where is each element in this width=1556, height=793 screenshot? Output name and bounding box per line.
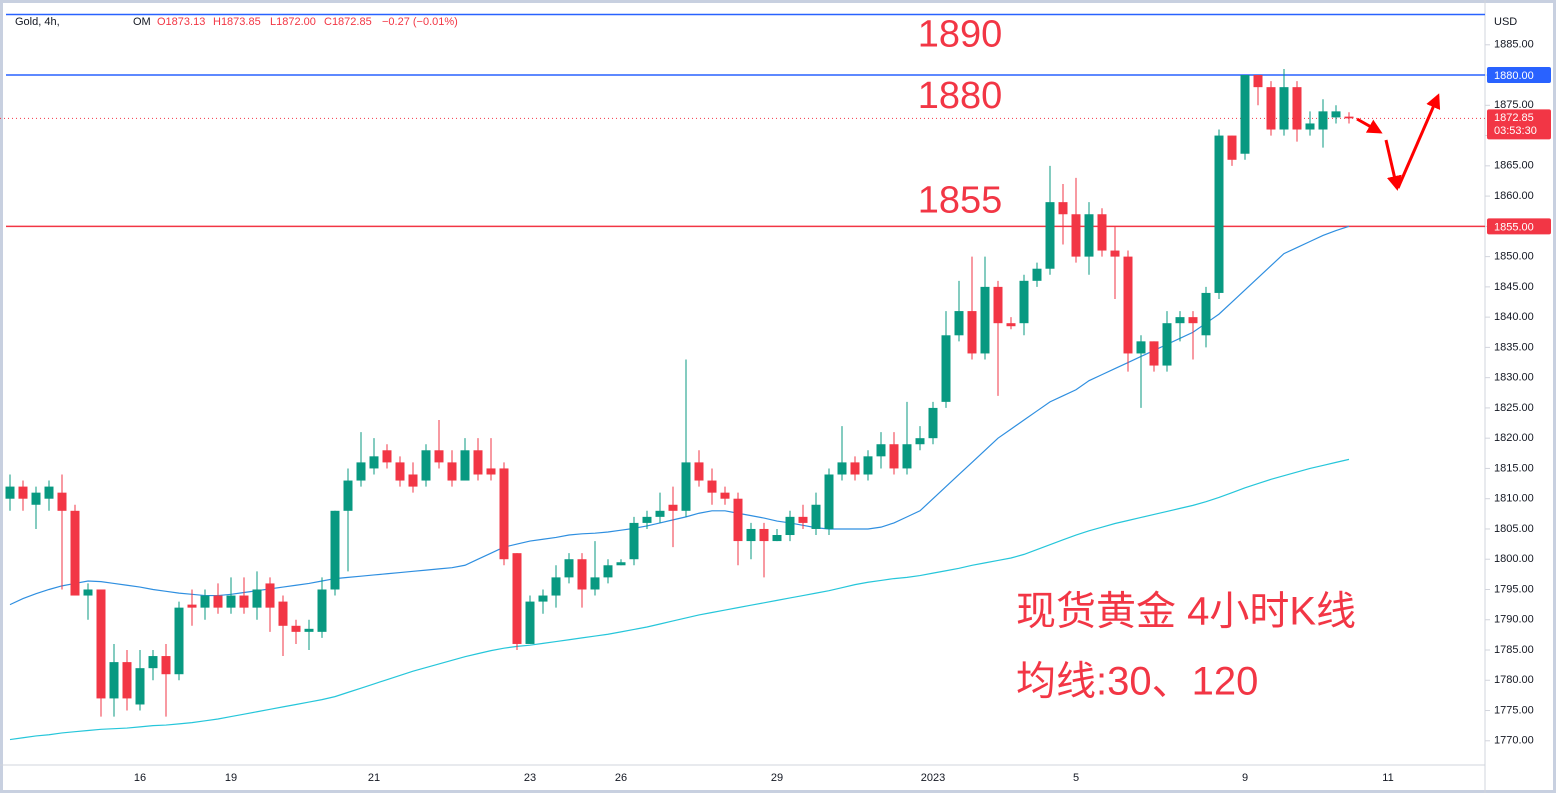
x-tick-label: 21	[368, 772, 380, 784]
currency: USD	[1494, 16, 1517, 28]
y-tick-label: 1840.00	[1494, 311, 1534, 323]
line-annotation: 1890	[918, 14, 1003, 56]
y-tick-label: 1835.00	[1494, 341, 1534, 353]
x-tick-label: 2023	[921, 772, 945, 784]
y-tick-label: 1810.00	[1494, 493, 1534, 505]
y-tick-label: 1825.00	[1494, 402, 1534, 414]
y-tick-label: 1805.00	[1494, 523, 1534, 535]
arrow	[1356, 117, 1383, 134]
y-tick-label: 1790.00	[1494, 614, 1534, 626]
moving-averages	[9, 225, 1350, 741]
last-price-label: 1872.85	[1494, 112, 1534, 124]
line-annotation: 1855	[918, 179, 1003, 221]
legend-close: C1872.85	[324, 16, 372, 28]
price-badge-label: 1880.00	[1494, 70, 1534, 82]
y-tick-label: 1770.00	[1494, 735, 1534, 747]
y-tick-label: 1875.00	[1494, 99, 1534, 111]
x-tick-label: 19	[225, 772, 237, 784]
annotation: 均线:30、120	[1016, 660, 1258, 704]
moving-average	[9, 225, 1350, 606]
symbol: Gold, 4h,	[15, 16, 60, 28]
y-tick-label: 1830.00	[1494, 372, 1534, 384]
legend-high: H1873.85	[213, 16, 261, 28]
legend-cut: OM	[133, 16, 151, 28]
y-tick-label: 1780.00	[1494, 674, 1534, 686]
y-tick-label: 1845.00	[1494, 281, 1534, 293]
y-tick-label: 1785.00	[1494, 644, 1534, 656]
x-tick-label: 23	[524, 772, 536, 784]
annotation: 现货黄金 4小时K线	[1016, 590, 1356, 634]
legend-change: −0.27 (−0.01%)	[382, 16, 458, 28]
arrows	[1356, 93, 1441, 191]
line-annotation: 1880	[918, 75, 1003, 117]
y-tick-label: 1865.00	[1494, 160, 1534, 172]
x-tick-label: 26	[615, 772, 627, 784]
y-tick-label: 1815.00	[1494, 462, 1534, 474]
x-tick-label: 16	[134, 772, 146, 784]
x-tick-label: 29	[771, 772, 783, 784]
y-tick-label: 1850.00	[1494, 251, 1534, 263]
legend: Gold, 4h, OM O1873.13 H1873.85 L1872.00 …	[15, 16, 458, 28]
price-badge-label: 1855.00	[1494, 221, 1534, 233]
arrow	[1384, 139, 1402, 191]
y-tick-label: 1820.00	[1494, 432, 1534, 444]
last-price-badge	[1487, 109, 1551, 140]
y-tick-label: 1795.00	[1494, 583, 1534, 595]
arrow	[1396, 93, 1441, 189]
y-tick-label: 1860.00	[1494, 190, 1534, 202]
y-tick-label: 1800.00	[1494, 553, 1534, 565]
countdown: 03:53:30	[1494, 125, 1537, 137]
price-badge	[1487, 67, 1551, 84]
legend-low: L1872.00	[270, 16, 316, 28]
y-tick-label: 1885.00	[1494, 39, 1534, 51]
legend-open: O1873.13	[157, 16, 205, 28]
y-tick-label: 1775.00	[1494, 704, 1534, 716]
x-tick-label: 5	[1073, 772, 1079, 784]
moving-average	[9, 458, 1350, 741]
price-badge	[1487, 218, 1551, 235]
x-tick-label: 11	[1382, 772, 1393, 784]
x-tick-label: 9	[1242, 772, 1248, 784]
